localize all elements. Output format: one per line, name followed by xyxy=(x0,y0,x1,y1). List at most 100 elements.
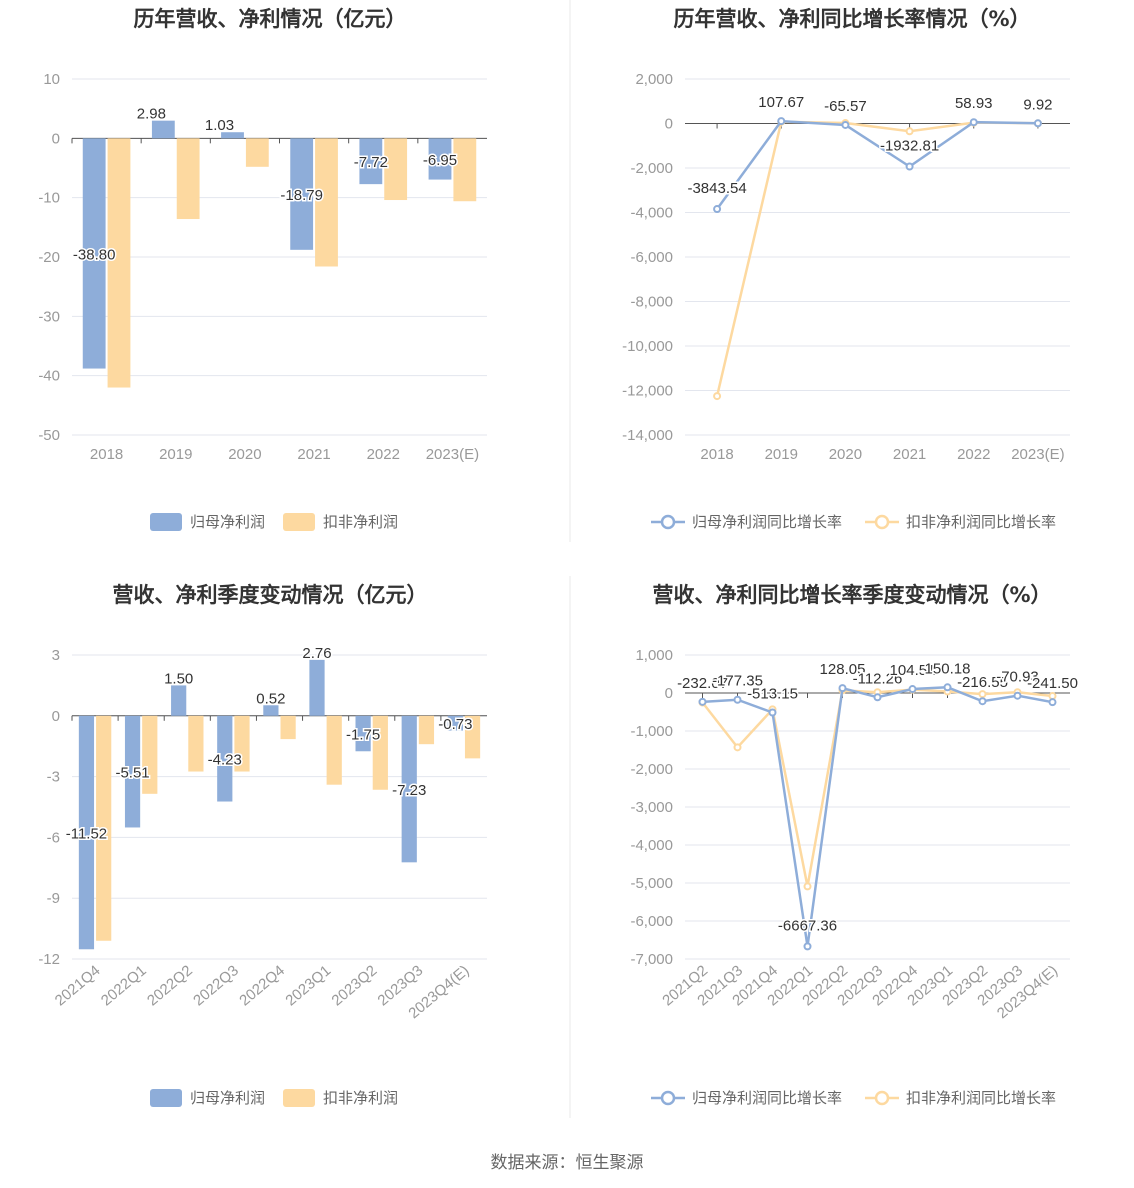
point-series-2 xyxy=(713,392,722,401)
chart-legend: 归母净利润 扣非净利润 xyxy=(150,1089,398,1107)
data-label: -6667.36 xyxy=(778,917,837,934)
data-label: -5.51 xyxy=(115,765,149,782)
bar-series-1 xyxy=(221,132,244,139)
point-series-1 xyxy=(838,684,847,693)
y-tick-label: 0 xyxy=(52,130,60,147)
y-tick-label: -10 xyxy=(38,190,60,207)
y-tick-label: -10,000 xyxy=(622,338,673,355)
chart-legend: 归母净利润 扣非净利润 xyxy=(150,513,398,531)
y-tick-label: -6,000 xyxy=(630,249,673,266)
bar-series-2 xyxy=(418,715,435,745)
y-tick-label: 0 xyxy=(52,708,60,725)
bar-series-2 xyxy=(453,138,477,202)
point-series-1 xyxy=(803,942,812,951)
legend-swatch-series-1 xyxy=(150,513,182,531)
data-label: 104.51 xyxy=(890,662,936,679)
data-label: -7.23 xyxy=(392,782,426,799)
point-series-1 xyxy=(978,697,987,706)
x-tick-label: 2019 xyxy=(765,446,798,463)
y-tick-label: 10 xyxy=(43,71,60,88)
point-series-1 xyxy=(733,695,742,704)
line-series-1 xyxy=(716,119,1038,210)
y-tick-label: -2,000 xyxy=(630,761,673,778)
chart-title: 历年营收、净利同比增长率情况（%） xyxy=(673,7,1030,31)
line-series-2 xyxy=(701,688,1053,887)
data-label: -241.50 xyxy=(1027,675,1078,692)
bar-series-2 xyxy=(384,138,408,201)
bar-series-1 xyxy=(290,138,314,250)
chart-title: 营收、净利同比增长率季度变动情况（%） xyxy=(652,583,1051,607)
line-series-1 xyxy=(702,686,1053,947)
legend-marker-series-2 xyxy=(874,1090,890,1106)
data-label: 1.03 xyxy=(205,117,234,134)
x-tick-label: 2023Q1 xyxy=(282,962,334,1009)
data-label: -7.72 xyxy=(354,154,388,171)
bar-series-1 xyxy=(359,138,383,185)
legend-marker-series-2 xyxy=(874,514,890,530)
data-label: 1.50 xyxy=(164,670,193,687)
x-tick-label: 2022Q2 xyxy=(144,962,196,1009)
chart-title: 营收、净利季度变动情况（亿元） xyxy=(113,583,428,607)
y-tick-label: -4,000 xyxy=(630,205,673,222)
data-label: 9.92 xyxy=(1023,96,1052,113)
chart-legend: 归母净利润同比增长率 扣非净利润同比增长率 xyxy=(651,513,1056,531)
data-label: -0.73 xyxy=(438,716,472,733)
y-tick-label: -50 xyxy=(38,427,60,444)
legend-label-series-2: 扣非净利润 xyxy=(323,1089,398,1107)
y-tick-label: 1,000 xyxy=(635,647,673,664)
annual-growth-line-chart: 历年营收、净利同比增长率情况（%） 2,000 0 -2,000 -4,000 -6,00… xyxy=(622,7,1070,531)
quarterly-profit-bar-chart: 营收、净利季度变动情况（亿元）30-3-6-9-122021Q42022Q120… xyxy=(38,583,487,1107)
y-tick-label: 0 xyxy=(665,685,673,702)
data-label: -177.35 xyxy=(712,673,763,690)
y-tick-label: -6,000 xyxy=(630,913,673,930)
data-label: 2.98 xyxy=(137,106,166,123)
legend-label-series-2: 扣非净利润同比增长率 xyxy=(906,513,1056,531)
x-tick-label: 2020 xyxy=(228,446,261,463)
x-tick-label: 2022Q3 xyxy=(190,962,242,1009)
data-label: -513.15 xyxy=(747,685,798,702)
x-tick-label: 2023(E) xyxy=(1011,446,1064,463)
point-series-1 xyxy=(698,697,707,706)
x-tick-label: 2021Q4 xyxy=(52,962,104,1009)
bar-series-1 xyxy=(355,715,371,752)
bar-series-1 xyxy=(82,138,106,369)
legend-label-series-2: 扣非净利润 xyxy=(323,513,398,531)
legend-label-series-1: 归母净利润 xyxy=(190,513,265,531)
x-tick-label: 2022 xyxy=(957,446,990,463)
legend-marker-series-1 xyxy=(660,514,676,530)
bar-series-1 xyxy=(217,715,233,802)
data-label: -216.55 xyxy=(957,674,1008,691)
data-label: 2.76 xyxy=(302,645,331,662)
point-series-1 xyxy=(873,693,882,702)
x-tick-label: 2023(E) xyxy=(426,446,479,463)
data-label: -4.23 xyxy=(208,752,242,769)
point-series-1 xyxy=(908,685,917,694)
point-series-1 xyxy=(1048,698,1057,707)
y-tick-label: -30 xyxy=(38,308,60,325)
data-label: -1932.81 xyxy=(880,138,939,155)
point-series-1 xyxy=(841,120,850,129)
y-tick-label: -1,000 xyxy=(630,723,673,740)
x-tick-label: 2022 xyxy=(367,446,400,463)
y-tick-label: 2,000 xyxy=(635,71,673,88)
point-series-1 xyxy=(943,683,952,692)
x-tick-label: 2020 xyxy=(829,446,862,463)
data-label: 0.52 xyxy=(256,690,285,707)
x-tick-label: 2018 xyxy=(90,446,123,463)
y-tick-label: -14,000 xyxy=(622,427,673,444)
data-source-note: 数据来源：恒生聚源 xyxy=(491,1153,644,1173)
x-tick-label: 2018 xyxy=(700,446,733,463)
quarterly-growth-line-chart: 营收、净利同比增长率季度变动情况（%） 1,000 0 -1,000 -2,000 -3,… xyxy=(630,583,1079,1107)
data-label: -232.07 xyxy=(677,675,728,692)
bar-series-1 xyxy=(151,120,175,139)
y-tick-label: -3 xyxy=(47,769,60,786)
y-tick-label: -20 xyxy=(38,249,60,266)
data-label: -65.57 xyxy=(824,98,867,115)
y-tick-label: -12 xyxy=(38,951,60,968)
y-tick-label: -40 xyxy=(38,368,60,385)
chart-legend: 归母净利润同比增长率 扣非净利润同比增长率 xyxy=(651,1089,1056,1107)
y-tick-label: -12,000 xyxy=(622,383,673,400)
point-series-1 xyxy=(1033,119,1042,128)
x-tick-label: 2022Q1 xyxy=(98,962,150,1009)
